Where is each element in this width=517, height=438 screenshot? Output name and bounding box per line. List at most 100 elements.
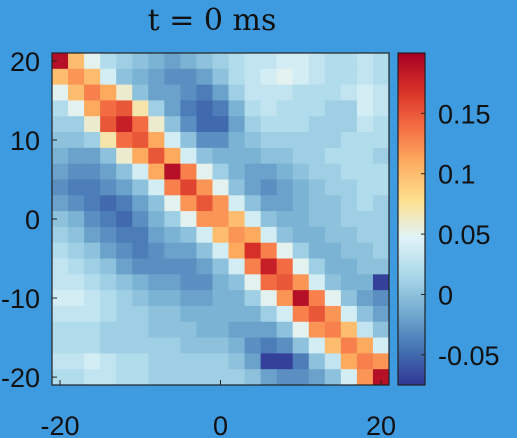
heatmap-cell bbox=[260, 226, 278, 244]
heatmap-cell bbox=[52, 353, 69, 370]
heatmap-cell bbox=[308, 305, 326, 323]
heatmap-cell bbox=[324, 195, 342, 212]
heatmap-cell bbox=[180, 100, 197, 117]
heatmap-cell bbox=[244, 147, 262, 165]
heatmap-cell bbox=[260, 305, 278, 323]
heatmap-cell bbox=[228, 68, 245, 86]
heatmap-cell bbox=[308, 337, 326, 354]
heatmap-cell bbox=[292, 179, 310, 196]
heatmap-cell bbox=[308, 211, 326, 228]
heatmap-cell bbox=[68, 274, 85, 291]
heatmap-cell bbox=[356, 147, 374, 165]
heatmap-cell bbox=[212, 195, 229, 212]
heatmap-cell bbox=[308, 84, 326, 101]
heatmap-cell bbox=[260, 147, 278, 165]
heatmap-cell bbox=[68, 116, 85, 133]
heatmap-cell bbox=[340, 242, 358, 259]
heatmap-cell bbox=[196, 337, 213, 354]
heatmap-cell bbox=[52, 242, 69, 259]
heatmap-cell bbox=[100, 337, 117, 354]
heatmap-cell bbox=[68, 132, 85, 149]
heatmap-cell bbox=[244, 258, 262, 275]
heatmap-cell bbox=[52, 369, 69, 386]
heatmap-cell bbox=[292, 132, 310, 149]
heatmap-cell bbox=[116, 147, 133, 165]
heatmap-cell bbox=[324, 305, 342, 323]
heatmap-cell bbox=[340, 369, 358, 386]
heatmap-cell bbox=[68, 242, 85, 259]
heatmap-cell bbox=[244, 68, 262, 86]
heatmap-cell bbox=[324, 290, 342, 307]
heatmap-cell bbox=[180, 163, 197, 180]
heatmap-cell bbox=[244, 84, 262, 101]
heatmap-cell bbox=[340, 321, 358, 338]
heatmap-cell bbox=[372, 163, 390, 180]
heatmap-cell bbox=[212, 337, 229, 354]
heatmap-cell bbox=[276, 53, 294, 70]
heatmap-cell bbox=[276, 68, 294, 86]
heatmap-cell bbox=[116, 274, 133, 291]
heatmap-cell bbox=[180, 258, 197, 275]
heatmap-cell bbox=[292, 321, 310, 338]
heatmap-cell bbox=[212, 321, 229, 338]
heatmap-cell bbox=[276, 242, 294, 259]
heatmap-cell bbox=[228, 53, 245, 70]
heatmap-cell bbox=[84, 274, 101, 291]
heatmap-cell bbox=[180, 132, 197, 149]
heatmap-cell bbox=[52, 211, 69, 228]
heatmap-cell bbox=[84, 369, 101, 386]
heatmap-cell bbox=[100, 369, 117, 386]
heatmap-cell bbox=[68, 305, 85, 323]
heatmap-cell bbox=[52, 100, 69, 117]
heatmap-cell bbox=[260, 353, 278, 370]
heatmap-cell bbox=[356, 163, 374, 180]
heatmap-cell bbox=[180, 68, 197, 86]
heatmap-cell bbox=[276, 211, 294, 228]
heatmap-cell bbox=[244, 163, 262, 180]
heatmap-cell bbox=[116, 321, 133, 338]
heatmap-cell bbox=[340, 132, 358, 149]
heatmap-cell bbox=[148, 305, 165, 323]
heatmap-cell bbox=[180, 179, 197, 196]
heatmap-cell bbox=[100, 179, 117, 196]
heatmap-cell bbox=[68, 211, 85, 228]
heatmap-cell bbox=[372, 274, 390, 291]
heatmap-cell bbox=[356, 369, 374, 386]
heatmap-cell bbox=[212, 116, 229, 133]
heatmap-cell bbox=[292, 53, 310, 70]
heatmap-cell bbox=[116, 353, 133, 370]
heatmap-cells bbox=[52, 53, 390, 386]
heatmap-cell bbox=[244, 337, 262, 354]
heatmap-cell bbox=[356, 274, 374, 291]
heatmap-cell bbox=[164, 290, 181, 307]
heatmap-cell bbox=[372, 353, 390, 370]
heatmap-cell bbox=[100, 274, 117, 291]
heatmap-cell bbox=[276, 116, 294, 133]
heatmap-cell bbox=[292, 369, 310, 386]
heatmap-cell bbox=[244, 100, 262, 117]
heatmap-cell bbox=[276, 147, 294, 165]
heatmap-cell bbox=[356, 179, 374, 196]
heatmap-cell bbox=[212, 211, 229, 228]
heatmap-cell bbox=[228, 369, 245, 386]
heatmap-cell bbox=[84, 53, 101, 70]
heatmap-cell bbox=[244, 305, 262, 323]
heatmap-cell bbox=[180, 211, 197, 228]
heatmap-cell bbox=[244, 53, 262, 70]
colorbar-axis: -0.05 0 0.05 0.1 0.15 bbox=[421, 99, 500, 371]
heatmap-cell bbox=[196, 100, 213, 117]
heatmap-cell bbox=[356, 211, 374, 228]
heatmap-cell bbox=[260, 290, 278, 307]
heatmap-cell bbox=[356, 195, 374, 212]
heatmap-cell bbox=[116, 369, 133, 386]
heatmap-cell bbox=[164, 132, 181, 149]
heatmap-cell bbox=[180, 84, 197, 101]
heatmap-cell bbox=[164, 211, 181, 228]
heatmap-cell bbox=[372, 321, 390, 338]
heatmap-cell bbox=[228, 337, 245, 354]
heatmap-cell bbox=[52, 84, 69, 101]
heatmap-cell bbox=[276, 100, 294, 117]
heatmap-cell bbox=[308, 68, 326, 86]
heatmap-cell bbox=[228, 84, 245, 101]
